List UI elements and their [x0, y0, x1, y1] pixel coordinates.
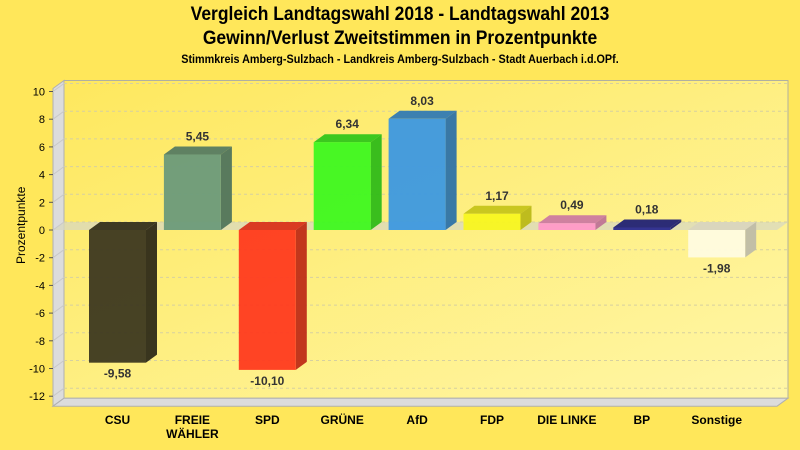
category-label: AfD	[406, 413, 428, 427]
bar	[238, 222, 307, 370]
y-tick-label: 8	[39, 114, 45, 126]
value-label: 5,45	[186, 130, 210, 144]
bar-side-face	[295, 222, 307, 370]
bar-front-face	[388, 118, 446, 230]
gridline-side	[52, 276, 65, 286]
bar-top-face	[463, 205, 532, 214]
value-label: 8,03	[410, 94, 434, 108]
bar	[688, 222, 757, 258]
y-tick-label: -12	[29, 391, 45, 403]
y-tick-label: 0	[39, 225, 45, 237]
bar	[613, 219, 682, 230]
bar-top-face	[238, 222, 307, 230]
category-label: Sonstige	[691, 413, 742, 427]
bar	[463, 205, 532, 230]
category-label: BP	[633, 413, 650, 427]
bar-top-face	[538, 215, 607, 224]
category-label: CSU	[105, 413, 130, 427]
bar-top-face	[163, 146, 232, 155]
bar-top-face	[388, 110, 457, 119]
y-tick-label: 2	[39, 197, 45, 209]
y-tick-label: 10	[33, 87, 45, 99]
value-label: 0,18	[635, 203, 659, 217]
y-tick-label: 6	[39, 142, 45, 154]
bar	[388, 110, 457, 230]
bar	[313, 134, 382, 230]
chart-subtitle: Gewinn/Verlust Zweitstimmen in Prozentpu…	[202, 28, 598, 49]
category-label: WÄHLER	[166, 426, 219, 441]
bar-top-face	[688, 222, 757, 230]
plot-side-wall	[52, 79, 65, 408]
bar-front-face	[688, 230, 746, 258]
bar-side-face	[370, 134, 382, 230]
bar-front-face	[163, 154, 221, 230]
gridline-side	[52, 387, 65, 397]
bar-side-face	[670, 219, 682, 230]
bar-front-face	[613, 227, 671, 230]
category-label: FDP	[480, 413, 504, 427]
bar-side-face	[220, 146, 232, 230]
gridline-side	[52, 110, 65, 120]
y-tick-label: -6	[35, 308, 45, 320]
plot-floor	[51, 397, 790, 407]
chart-subtitle-region: Stimmkreis Amberg-Sulzbach - Landkreis A…	[181, 52, 619, 66]
value-label: 0,49	[560, 198, 584, 212]
value-label: -10,10	[250, 374, 284, 388]
y-tick-label: -10	[29, 364, 45, 376]
bar-side-face	[445, 110, 457, 230]
gridline-side	[52, 304, 65, 314]
y-tick-label: -2	[35, 253, 45, 265]
gridline-side	[52, 166, 65, 176]
bar-top-face	[313, 134, 382, 143]
bar-front-face	[89, 230, 146, 363]
category-label: DIE LINKE	[537, 413, 596, 427]
bar	[163, 146, 232, 230]
bar	[89, 222, 157, 363]
gridline-side	[52, 332, 65, 342]
category-label: SPD	[255, 413, 280, 427]
bar-side-face	[520, 205, 532, 230]
bar	[538, 215, 607, 230]
bar-front-face	[538, 223, 596, 230]
y-tick-label: -4	[35, 280, 45, 292]
bar-side-face	[146, 222, 157, 363]
category-label: GRÜNE	[321, 412, 364, 427]
gridline-side	[52, 249, 65, 259]
category-label: FREIE	[175, 413, 210, 427]
bar-top-face	[89, 222, 157, 230]
gridline-side	[52, 193, 65, 203]
bar-top-face	[613, 219, 682, 228]
gridline-side	[52, 221, 65, 231]
gridline-side	[52, 138, 65, 148]
gridline-side	[52, 360, 65, 369]
bar-front-face	[313, 142, 371, 230]
bar-side-face	[595, 215, 607, 230]
chart-title: Vergleich Landtagswahl 2018 - Landtagswa…	[190, 4, 610, 25]
bar-front-face	[238, 230, 296, 370]
value-label: -1,98	[703, 261, 731, 275]
value-label: 1,17	[485, 189, 509, 203]
value-label: 6,34	[336, 117, 360, 131]
y-tick-label: -8	[35, 336, 45, 348]
value-label: -9,58	[104, 367, 132, 381]
y-tick-label: 4	[39, 170, 45, 182]
bar-front-face	[463, 213, 521, 230]
gridline-side	[52, 83, 65, 92]
bar-side-face	[745, 222, 757, 258]
